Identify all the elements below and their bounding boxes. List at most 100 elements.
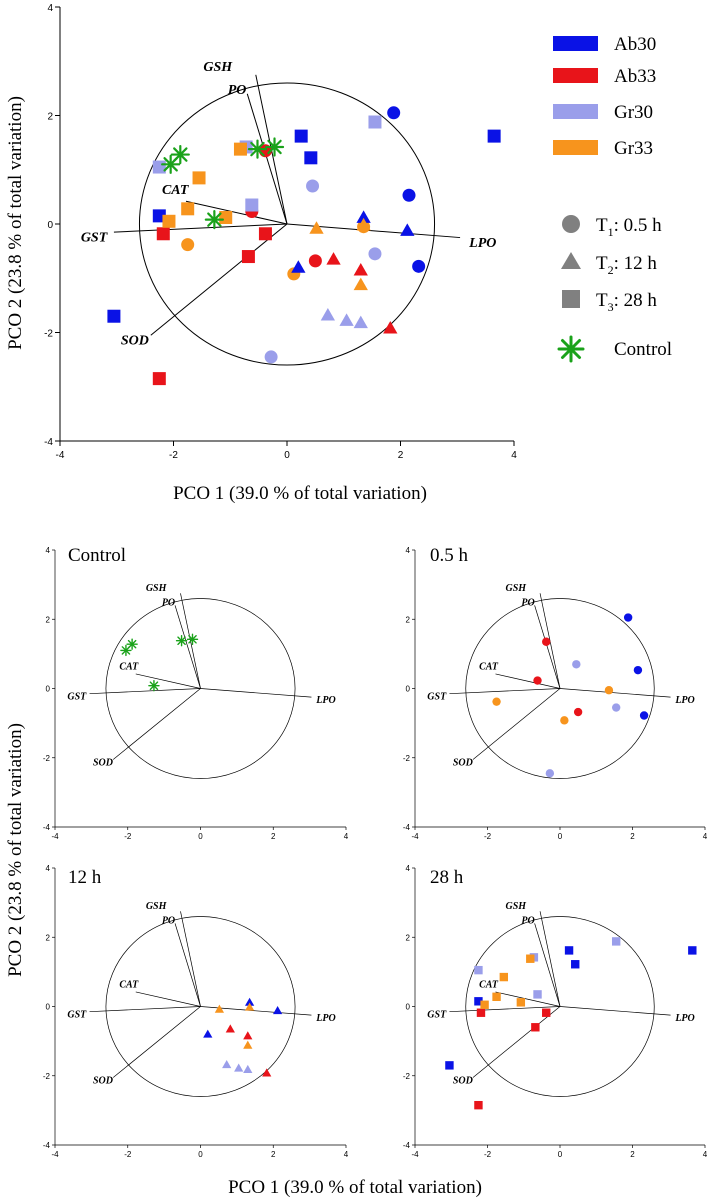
x-tick-label: 0 <box>198 832 203 841</box>
vector-lpo <box>559 1006 671 1016</box>
y-tick-label: -4 <box>403 823 411 832</box>
x-tick-label: -4 <box>51 1150 59 1159</box>
y-tick-label: 2 <box>46 615 51 624</box>
x-tick-label: 2 <box>398 450 404 461</box>
legend-label-gr33: Gr33 <box>614 138 653 159</box>
point-gr30-t3 <box>474 965 483 975</box>
legend-swatch-gr30 <box>553 104 598 119</box>
vector-label-cat: CAT <box>479 661 499 672</box>
point-ab30-t1 <box>387 106 401 120</box>
point-control-c <box>186 633 199 646</box>
legend-swatch-ab30 <box>553 36 598 51</box>
vector-sod <box>472 688 561 760</box>
vector-label-gst: GST <box>67 692 87 703</box>
legend-t2-sub: 2 <box>608 263 614 277</box>
point-gr33-t3 <box>499 972 509 982</box>
correlation-circle <box>465 916 655 1097</box>
grid-y-axis-label: PCO 2 (23.8 % of total variation) <box>5 723 26 977</box>
point-ab30-t2 <box>356 210 371 223</box>
point-gr30-t2 <box>339 313 354 326</box>
grid-x-axis-label: PCO 1 (39.0 % of total variation) <box>228 1177 482 1198</box>
point-ab33-t1 <box>533 676 542 685</box>
vector-cat <box>495 673 561 689</box>
point-ab30-t1 <box>402 188 416 202</box>
main-x-axis-label: PCO 1 (39.0 % of total variation) <box>173 483 427 504</box>
point-gr33-t2 <box>244 1002 255 1011</box>
vector-label-cat: CAT <box>119 979 139 990</box>
point-ab30-t3 <box>564 946 574 955</box>
panels: -4-4-2-2002244GSHPOCATGSTSODLPO-4-4-2-20… <box>43 3 708 1159</box>
x-tick-label: 0 <box>558 832 563 841</box>
main-y-axis-label: PCO 2 (23.8 % of total variation) <box>5 96 26 350</box>
vector-gst <box>113 223 288 233</box>
x-tick-label: -4 <box>56 450 65 461</box>
vector-label-sod: SOD <box>93 1075 113 1086</box>
vector-label-gst: GST <box>81 230 109 245</box>
vector-label-lpo: LPO <box>674 695 694 706</box>
y-tick-label: -4 <box>43 823 51 832</box>
point-control-c <box>247 139 268 159</box>
legend-control-asterisk-icon <box>557 335 585 363</box>
point-gr33-t2 <box>309 221 324 234</box>
correlation-circle <box>105 916 296 1097</box>
vector-label-gsh: GSH <box>203 60 233 75</box>
vector-cat <box>185 200 288 225</box>
point-gr33-t3 <box>181 202 195 216</box>
y-tick-label: -2 <box>43 754 51 763</box>
point-ab30-t3 <box>474 997 483 1006</box>
point-gr33-t1 <box>604 686 614 695</box>
y-tick-label: 2 <box>47 112 53 123</box>
legend-t1-prefix: T <box>596 215 608 236</box>
x-tick-label: -4 <box>51 832 59 841</box>
point-gr30-t1 <box>368 247 382 261</box>
point-gr30-t2 <box>234 1063 244 1072</box>
vector-gst <box>449 688 561 695</box>
vector-cat <box>495 991 561 1007</box>
vector-po <box>174 605 201 689</box>
point-ab33-t3 <box>474 1100 483 1110</box>
correlation-circle <box>465 598 655 779</box>
panel-control: -4-4 -2 -2 0 0 2 2 4 4 GSH PO CAT GST SOD LPO <box>43 546 349 841</box>
point-ab30-t2 <box>203 1029 213 1038</box>
point-ab33-t3 <box>476 1008 486 1017</box>
point-control-c <box>175 635 188 647</box>
legend-t3-prefix: T <box>596 290 608 311</box>
point-gr30-t3 <box>611 937 621 946</box>
point-ab30-t2 <box>400 223 415 236</box>
x-tick-label: -2 <box>124 832 132 841</box>
vector-label-sod: SOD <box>453 1075 473 1086</box>
vector-po <box>534 605 561 689</box>
vector-sod <box>112 688 201 760</box>
vector-cat <box>135 991 201 1007</box>
x-tick-label: 2 <box>630 832 635 841</box>
point-ab33-t2 <box>383 321 398 334</box>
vector-label-cat: CAT <box>479 979 499 990</box>
point-ab30-t3 <box>571 960 580 969</box>
y-tick-label: 4 <box>406 864 411 873</box>
point-gr33-t3 <box>480 1000 489 1009</box>
legend-t2-suffix: : 12 h <box>614 253 658 274</box>
point-control-c <box>204 210 224 230</box>
point-ab30-t1 <box>412 259 426 273</box>
point-ab30-t1 <box>623 613 633 622</box>
vector-gsh <box>180 911 201 1007</box>
point-ab30-t3 <box>445 1061 454 1070</box>
y-tick-label: 4 <box>406 546 411 555</box>
point-ab33-t2 <box>243 1031 253 1040</box>
point-ab33-t2 <box>262 1068 272 1077</box>
y-tick-label: -4 <box>403 1141 411 1150</box>
y-tick-label: -4 <box>43 1141 51 1150</box>
point-gr33-t3 <box>192 171 206 185</box>
legend-t3-sub: 3 <box>608 300 614 314</box>
panel-title-t2: 12 h <box>68 867 102 888</box>
point-gr30-t2 <box>222 1060 232 1069</box>
x-tick-label: -2 <box>169 450 178 461</box>
vector-gst <box>449 1006 561 1013</box>
legend-label-t2: T2: 12 h <box>596 253 657 277</box>
vector-label-gst: GST <box>67 1010 87 1021</box>
vector-label-gst: GST <box>427 1010 447 1021</box>
y-tick-label: 2 <box>406 933 411 942</box>
legend-label-t1: T1: 0.5 h <box>596 215 662 239</box>
x-tick-label: 4 <box>511 450 517 461</box>
